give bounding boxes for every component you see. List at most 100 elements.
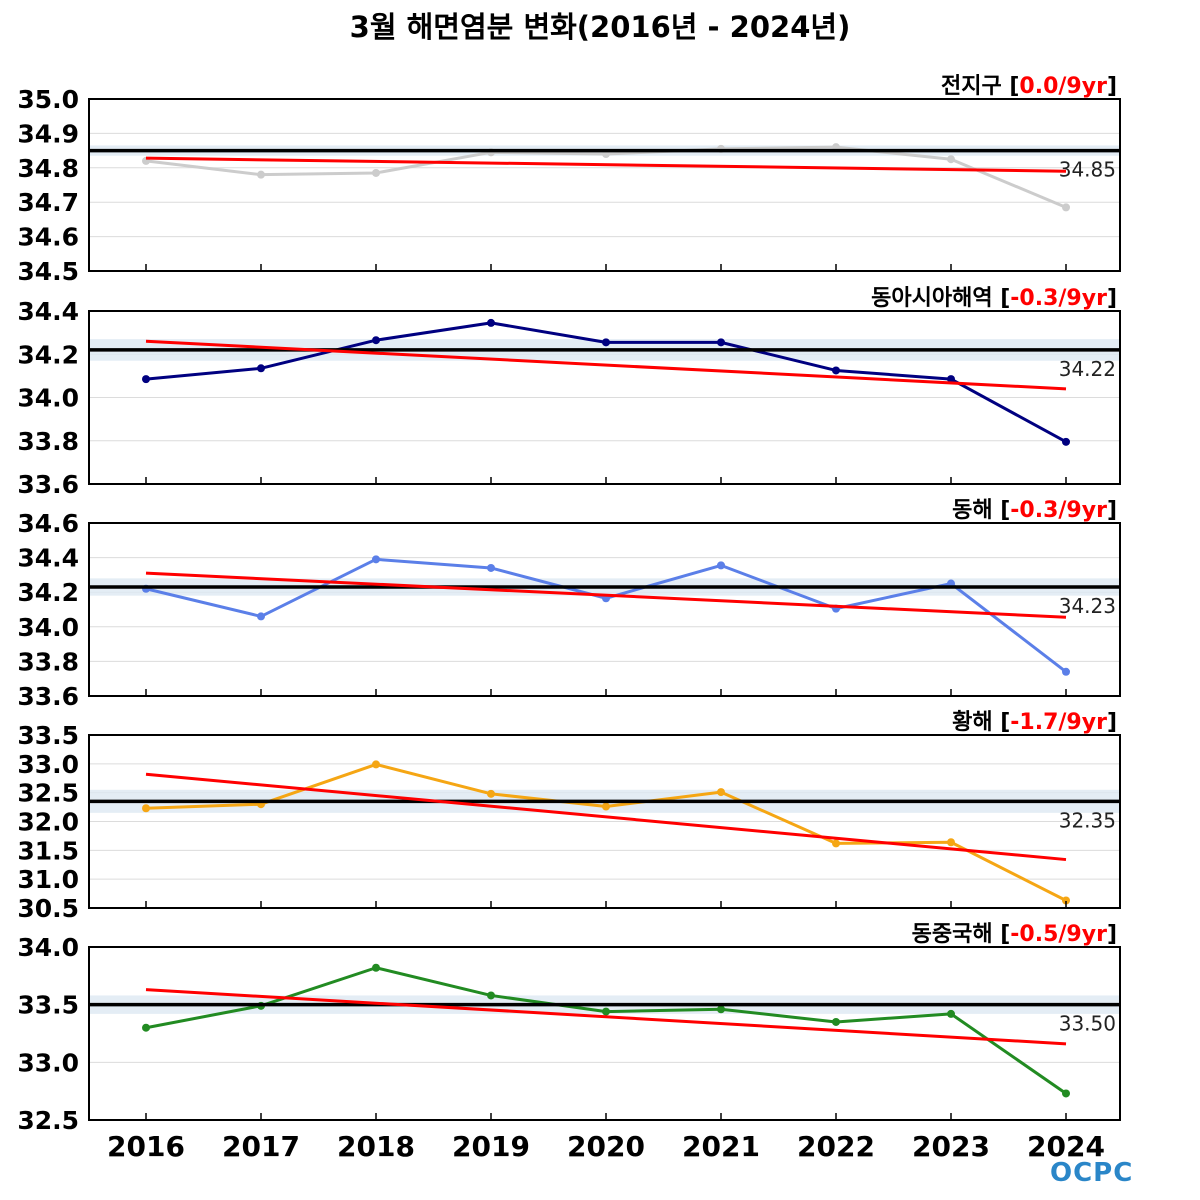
x-tick-label: 2022 [797, 1130, 875, 1163]
panel-4: 33.533.032.532.031.531.030.5 32.35 황해 [-1.… [17, 710, 1121, 923]
data-point [832, 839, 840, 848]
region-name: 황해 [ [952, 710, 1010, 735]
bracket: ] [1107, 922, 1117, 947]
region-name: 동중국해 [ [912, 922, 1011, 947]
data-point [832, 366, 840, 375]
panel-2: 34.4 34.2 34.0 33.8 33.6 34.22 동아시아해역 [-0.3/9y… [17, 286, 1121, 499]
mean-value-label: 32.35 [1059, 808, 1116, 832]
mean-value-label: 34.23 [1059, 594, 1116, 618]
y-tick-label: 34.6 [17, 509, 79, 538]
trend-label: -1.7/9yr [1010, 710, 1107, 735]
plot-frame [88, 310, 1121, 485]
data-point [1062, 203, 1070, 212]
ocpc-logo: OCPC [1050, 1158, 1134, 1188]
y-tick-label: 34.0 [17, 933, 79, 962]
data-point [487, 318, 495, 327]
data-point [1062, 437, 1070, 446]
y-tick-label: 35.0 [17, 85, 79, 114]
data-point [602, 1007, 610, 1016]
data-point [832, 1017, 840, 1026]
trend-line [145, 571, 1067, 619]
y-tick-label: 33.8 [17, 647, 79, 676]
y-tick-label: 34.9 [17, 119, 79, 148]
data-point [717, 788, 725, 797]
panel-title: 황해 [-1.7/9yr] [952, 710, 1117, 735]
panel-title: 전지구 [0.0/9yr] [941, 74, 1117, 99]
plot-background [89, 99, 1120, 271]
data-point [1062, 1089, 1070, 1098]
data-point [142, 804, 150, 813]
y-tick-label: 33.0 [17, 750, 79, 779]
y-tick-label: 31.0 [17, 865, 79, 894]
panel-5: 34.0 33.5 33.0 32.5 33.50 동중국해 [-0.5/9yr] [17, 922, 1121, 1135]
data-point [372, 760, 380, 769]
trend-label: -0.3/9yr [1010, 498, 1107, 523]
y-tick-label: 34.8 [17, 154, 79, 183]
data-point [372, 336, 380, 345]
x-tick-label: 2019 [452, 1130, 530, 1163]
panel-title: 동해 [-0.3/9yr] [952, 498, 1117, 523]
data-point [947, 155, 955, 164]
trend-line [145, 772, 1067, 862]
data-point [372, 963, 380, 972]
y-tick-label: 33.0 [17, 1048, 79, 1077]
y-tick-label: 34.0 [17, 613, 79, 642]
data-point [487, 563, 495, 572]
data-point [257, 364, 265, 373]
region-name: 전지구 [ [941, 74, 1019, 99]
x-tick-label: 2023 [912, 1130, 990, 1163]
plot-background [89, 947, 1120, 1120]
plot-frame [88, 98, 1121, 272]
y-tick-label: 33.6 [17, 682, 79, 711]
y-tick-label: 33.5 [17, 721, 79, 750]
data-point [947, 375, 955, 384]
y-tick-label: 34.2 [17, 340, 79, 369]
y-tick-label: 33.5 [17, 991, 79, 1020]
y-tick-label: 34.0 [17, 384, 79, 413]
trend-line [145, 988, 1067, 1046]
x-tick-label: 2018 [337, 1130, 415, 1163]
data-point [257, 170, 265, 179]
data-point [372, 168, 380, 177]
trend-line [145, 156, 1067, 173]
data-point [717, 338, 725, 347]
y-tick-label: 34.7 [17, 188, 79, 217]
data-point [1062, 896, 1070, 905]
bracket: ] [1107, 286, 1117, 311]
y-tick-label: 32.5 [17, 1106, 79, 1135]
panel-3: 34.6 34.4 34.2 34.0 33.8 33.6 34.23 동해 [-0.3/9y… [17, 498, 1121, 711]
trend-label: -0.3/9yr [1010, 286, 1107, 311]
y-tick-label: 34.5 [17, 257, 79, 286]
y-tick-label: 31.5 [17, 836, 79, 865]
x-tick-label: 2024 [1027, 1130, 1105, 1163]
plot-frame [88, 522, 1121, 697]
x-tick-label: 2021 [682, 1130, 760, 1163]
x-tick-label: 2017 [222, 1130, 300, 1163]
data-point [142, 1023, 150, 1032]
y-tick-label: 32.5 [17, 779, 79, 808]
panel-title: 동아시아해역 [-0.3/9yr] [871, 286, 1117, 311]
y-tick-label: 30.5 [17, 894, 79, 923]
y-tick-label: 34.6 [17, 223, 79, 252]
data-point [372, 555, 380, 564]
data-point [947, 838, 955, 847]
plot-background [89, 523, 1120, 696]
panel-1: 35.0 34.9 34.8 34.7 34.6 34.5 34.85 전지구 [0.0/9y… [17, 74, 1121, 286]
trend-label: -0.5/9yr [1010, 922, 1107, 947]
trend-line [145, 339, 1067, 391]
data-point [1062, 667, 1070, 676]
y-tick-label: 34.4 [17, 544, 79, 573]
bracket: ] [1107, 498, 1117, 523]
y-tick-label: 32.0 [17, 808, 79, 837]
mean-value-label: 33.50 [1059, 1012, 1116, 1036]
data-point [602, 338, 610, 347]
bracket: ] [1107, 74, 1117, 99]
y-tick-label: 34.4 [17, 297, 79, 326]
region-name: 동아시아해역 [ [871, 286, 1010, 311]
region-name: 동해 [ [952, 498, 1010, 523]
x-tick-label: 2020 [567, 1130, 645, 1163]
mean-value-label: 34.22 [1059, 357, 1116, 381]
data-point [602, 802, 610, 811]
trend-label: 0.0/9yr [1019, 74, 1107, 99]
